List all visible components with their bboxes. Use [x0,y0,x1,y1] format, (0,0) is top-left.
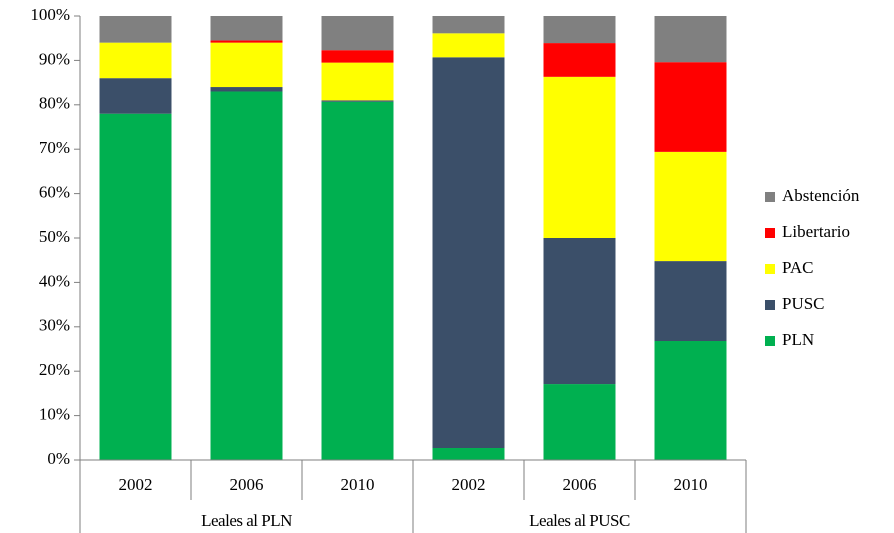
legend-swatch [765,228,775,238]
x-tick-label: 2002 [119,475,153,494]
bar-segment [321,62,394,101]
bar-segment [321,101,394,460]
bar-segment [210,87,283,92]
legend-label: PLN [782,330,814,349]
bar-segment [432,57,505,449]
bar-segment [99,113,172,461]
legend-label: Abstención [782,186,860,205]
y-tick-label: 80% [39,94,70,113]
bar-segment [543,384,616,460]
legend-swatch [765,264,775,274]
x-tick-label: 2010 [341,475,375,494]
bar-segment [654,261,727,342]
x-tick-label: 2006 [563,475,597,494]
bar-segment [210,91,283,460]
y-tick-label: 0% [47,449,70,468]
bar-segment [654,16,727,63]
x-tick-label: 2010 [674,475,708,494]
bar-segment [99,42,172,79]
bar-segment [543,238,616,385]
legend-label: PUSC [782,294,825,313]
y-tick-label: 60% [39,183,70,202]
bar-segment [654,341,727,460]
bar-segment [432,448,505,460]
x-tick-label: 2006 [230,475,264,494]
bar-segment [99,16,172,43]
legend-swatch [765,192,775,202]
x-tick-label: 2002 [452,475,486,494]
bar-segment [321,100,394,102]
bar-segment [210,42,283,88]
bar-segment [543,76,616,238]
bar-segment [432,16,505,34]
y-tick-label: 40% [39,271,70,290]
legend-label: Libertario [782,222,850,241]
bar-segment [432,33,505,58]
y-tick-label: 10% [39,405,70,424]
bar-segment [210,40,283,43]
y-tick-label: 70% [39,138,70,157]
group-label: Leales al PUSC [529,511,630,530]
bar-segment [321,16,394,51]
legend-swatch [765,300,775,310]
bar-segment [654,62,727,152]
bar-segment [321,50,394,63]
bar-segment [543,43,616,77]
bar-segment [99,78,172,114]
bar-segment [654,151,727,262]
bar-segment [543,16,616,44]
y-tick-label: 20% [39,360,70,379]
y-tick-label: 100% [30,5,70,24]
legend-label: PAC [782,258,814,277]
group-label: Leales al PLN [201,511,292,530]
y-tick-label: 30% [39,316,70,335]
y-tick-label: 50% [39,227,70,246]
bar-segment [210,16,283,41]
legend-swatch [765,336,775,346]
y-tick-label: 90% [39,49,70,68]
